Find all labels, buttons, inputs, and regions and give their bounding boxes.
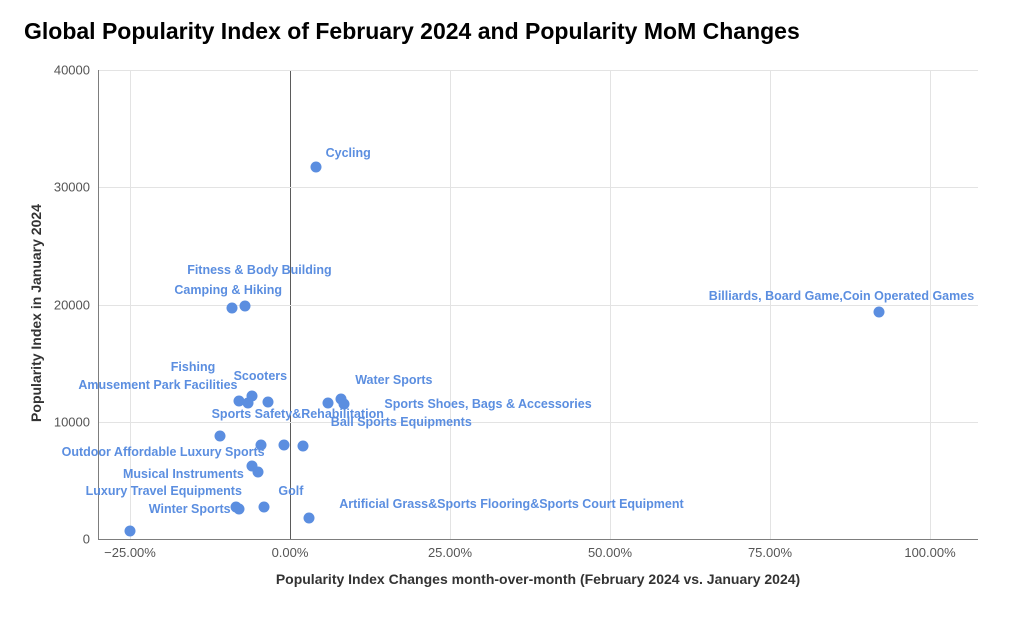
scatter-point-label: Ball Sports Equipments <box>331 415 472 429</box>
scatter-point-label: Amusement Park Facilities <box>78 378 237 392</box>
scatter-point-label: Musical Instruments <box>123 467 244 481</box>
gridline-h <box>98 187 978 188</box>
x-tick-label: 25.00% <box>428 545 472 560</box>
scatter-point <box>873 306 884 317</box>
y-tick-label: 0 <box>83 532 90 547</box>
scatter-point-label: Outdoor Affordable Luxury Sports <box>62 445 265 459</box>
x-tick-label: 100.00% <box>904 545 955 560</box>
scatter-point-label: Sports Shoes, Bags & Accessories <box>384 397 591 411</box>
y-tick-label: 20000 <box>54 297 90 312</box>
page: Global Popularity Index of February 2024… <box>0 0 1024 635</box>
scatter-point <box>278 440 289 451</box>
scatter-point-label: Water Sports <box>355 373 432 387</box>
plot-area: Popularity Index in January 2024 Popular… <box>98 69 978 539</box>
scatter-point-label: Artificial Grass&Sports Flooring&Sports … <box>339 497 683 511</box>
scatter-point <box>253 467 264 478</box>
scatter-point <box>262 396 273 407</box>
scatter-point <box>310 162 321 173</box>
x-axis-title: Popularity Index Changes month-over-mont… <box>276 571 800 587</box>
x-tick-label: 0.00% <box>272 545 309 560</box>
scatter-point-label: Golf <box>278 484 303 498</box>
scatter-point <box>214 430 225 441</box>
y-axis-line <box>98 70 99 539</box>
scatter-point <box>297 441 308 452</box>
y-tick-label: 10000 <box>54 414 90 429</box>
scatter-point <box>240 300 251 311</box>
scatter-point-label: Camping & Hiking <box>174 283 282 297</box>
scatter-point-label: Fitness & Body Building <box>187 263 331 277</box>
scatter-point-label: Scooters <box>234 369 288 383</box>
y-axis-title: Popularity Index in January 2024 <box>28 204 44 422</box>
scatter-point <box>125 525 136 536</box>
x-tick-label: 50.00% <box>588 545 632 560</box>
scatter-point <box>233 503 244 514</box>
chart-container: Popularity Index in January 2024 Popular… <box>20 51 1004 611</box>
scatter-point-label: Cycling <box>326 146 371 160</box>
x-axis-line <box>98 539 978 540</box>
scatter-point-label: Fishing <box>171 360 215 374</box>
scatter-point-label: Luxury Travel Equipments <box>86 484 242 498</box>
y-tick-label: 40000 <box>54 63 90 78</box>
x-tick-label: −25.00% <box>104 545 156 560</box>
gridline-h <box>98 422 978 423</box>
y-tick-label: 30000 <box>54 180 90 195</box>
scatter-point-label: Billiards, Board Game,Coin Operated Game… <box>709 289 974 303</box>
x-tick-label: 75.00% <box>748 545 792 560</box>
gridline-h <box>98 70 978 71</box>
chart-title: Global Popularity Index of February 2024… <box>24 18 1004 45</box>
scatter-point <box>227 303 238 314</box>
scatter-point <box>259 502 270 513</box>
scatter-point <box>304 512 315 523</box>
scatter-point-label: Winter Sports <box>149 502 231 516</box>
